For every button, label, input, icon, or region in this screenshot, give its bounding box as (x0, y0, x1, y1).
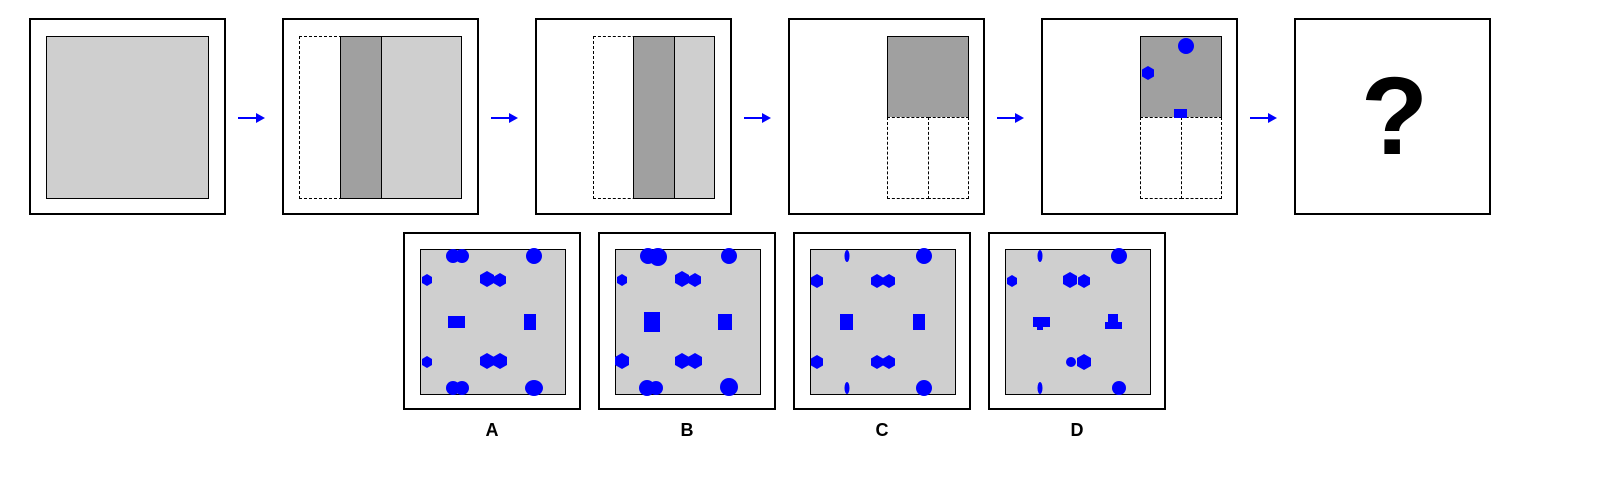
right-arrow-icon (997, 113, 1024, 123)
blue-shapes (615, 248, 738, 396)
dark-strip (633, 36, 675, 199)
option-b-label: B (680, 420, 694, 440)
option-d-label: D (1070, 420, 1084, 440)
right-arrow-icon (744, 113, 771, 123)
sequence-panel-question: ? (1294, 18, 1491, 215)
dashed-cell-right (928, 117, 969, 199)
blue-circle (1178, 38, 1194, 54)
right-arrow-icon (1250, 113, 1277, 123)
blue-hexagon (1142, 66, 1154, 80)
option-c-label: C (875, 420, 889, 440)
option-d[interactable] (988, 232, 1166, 410)
blue-shapes (422, 248, 543, 396)
sequence-panel-3 (535, 18, 732, 215)
question-mark: ? (1360, 55, 1429, 178)
light-strip (674, 36, 715, 199)
gray-square (420, 249, 566, 395)
dark-strip (340, 36, 382, 199)
sequence-panel-1 (29, 18, 226, 215)
blue-square (1174, 109, 1187, 118)
gray-square (1005, 249, 1151, 395)
right-arrow-icon (238, 113, 265, 123)
option-b[interactable] (598, 232, 776, 410)
blue-shapes (1007, 248, 1127, 395)
sequence-panel-4 (788, 18, 985, 215)
sequence-panel-5 (1041, 18, 1238, 215)
dashed-cell-right (1181, 117, 1222, 199)
option-a[interactable] (403, 232, 581, 410)
dark-square (887, 36, 969, 118)
sequence-panel-2 (282, 18, 479, 215)
right-arrow-icon (491, 113, 518, 123)
dashed-cell-left (1140, 117, 1182, 199)
gray-square (615, 249, 761, 395)
dashed-cell-left (887, 117, 929, 199)
option-a-label: A (485, 420, 499, 440)
option-c[interactable] (793, 232, 971, 410)
blue-shapes (1142, 38, 1194, 118)
light-strip (381, 36, 462, 199)
blue-shapes (811, 248, 932, 396)
gray-square (46, 36, 209, 199)
gray-square (810, 249, 956, 395)
